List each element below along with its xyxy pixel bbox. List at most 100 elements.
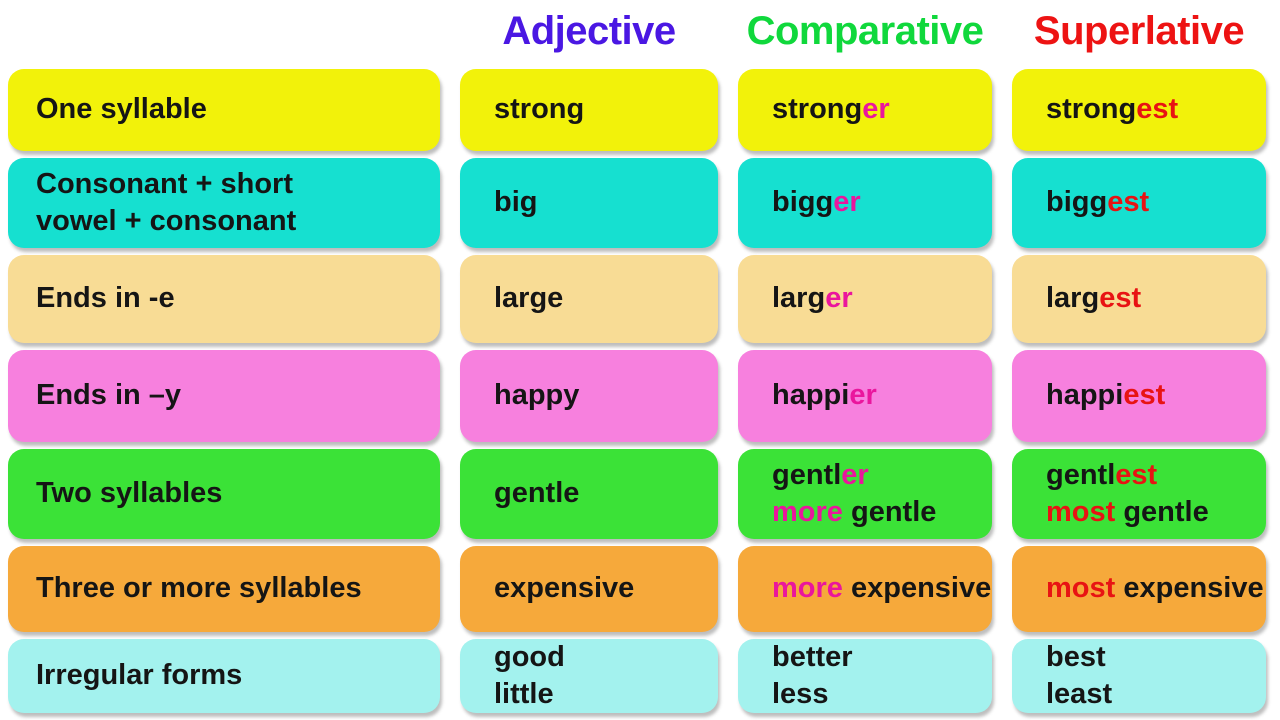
text-line: strongest [1046, 91, 1266, 128]
text-line: big [494, 184, 718, 221]
text-line: good [494, 639, 718, 676]
word-text: happy [494, 379, 580, 412]
word-text: expensive [494, 572, 635, 605]
suffix-text: er [825, 282, 853, 315]
comparative-cell: happier [738, 350, 992, 442]
text-line: expensive [494, 570, 718, 607]
category-cell: Two syllables [8, 449, 440, 539]
text-line: happiest [1046, 377, 1266, 414]
suffix-text: est [1123, 379, 1166, 412]
suffix-text: most [1046, 572, 1124, 605]
text-line: happier [772, 377, 992, 414]
text-line: best [1046, 639, 1266, 676]
superlative-cell: best least [1012, 639, 1266, 713]
adjective-cell: gentle [460, 449, 718, 539]
word-text: large [494, 282, 564, 315]
word-text: gentle [1123, 496, 1209, 528]
word-text: expensive [850, 572, 992, 605]
text-line: Two syllables [36, 477, 223, 510]
word-text: larg [772, 282, 826, 315]
superlative-cell: gentlest most gentle [1012, 449, 1266, 539]
word-text: big [494, 186, 538, 219]
word-text: strong [772, 93, 863, 126]
suffix-text: est [1115, 458, 1158, 491]
word-text: happi [772, 379, 850, 412]
adjective-cell: expensive [460, 546, 718, 632]
text-line: better [772, 639, 992, 676]
category-cell: Ends in -e [8, 255, 440, 343]
text-line: Irregular forms [36, 659, 243, 692]
comparative-cell: stronger [738, 69, 992, 151]
word-text: happi [1046, 379, 1124, 412]
text-line: biggest [1046, 184, 1266, 221]
suffix-text: more [772, 572, 851, 605]
text-line: One syllable [36, 93, 207, 126]
category-cell: Ends in –y [8, 350, 440, 442]
text-line: most expensive [1046, 570, 1266, 607]
text-line: Three or more syllables [36, 572, 362, 605]
text-line: Ends in –y [36, 379, 182, 412]
adjective-cell: big [460, 158, 718, 248]
text-line: gentler [772, 457, 992, 494]
adjective-cell: happy [460, 350, 718, 442]
comparative-cell: more expensive [738, 546, 992, 632]
word-text: gentl [1046, 458, 1116, 491]
text-line: little [494, 676, 718, 713]
word-text: bigg [1046, 186, 1108, 219]
suffix-text: est [1099, 282, 1142, 315]
category-cell: Consonant + short vowel + consonant [8, 158, 440, 248]
text-line: Ends in -e [36, 282, 175, 315]
superlative-cell: most expensive [1012, 546, 1266, 632]
text-line: least [1046, 676, 1266, 713]
suffix-text: est [1136, 93, 1179, 126]
text-line: more expensive [772, 570, 992, 607]
superlative-cell: strongest [1012, 69, 1266, 151]
text-line: less [772, 676, 992, 713]
superlative-cell: biggest [1012, 158, 1266, 248]
text-line: happy [494, 377, 718, 414]
suffix-text: er [833, 186, 861, 219]
word-text: expensive [1123, 572, 1264, 605]
comparative-cell: gentler more gentle [738, 449, 992, 539]
text-line: gentlest [1046, 457, 1266, 494]
suffix-text: more [772, 496, 851, 528]
word-text: bigg [772, 186, 834, 219]
word-text: better [772, 640, 853, 673]
category-cell: One syllable [8, 69, 440, 151]
suffix-text: er [862, 93, 890, 126]
category-cell: Irregular forms [8, 639, 440, 713]
text-line: more gentle [772, 494, 992, 531]
word-text: gentle [494, 477, 580, 510]
text-line: Consonant + short [36, 167, 293, 200]
word-text: strong [1046, 93, 1137, 126]
text-line: strong [494, 91, 718, 128]
text-line: vowel + consonant [36, 205, 297, 237]
comparative-cell: larger [738, 255, 992, 343]
word-text: little [494, 678, 554, 710]
superlative-cell: happiest [1012, 350, 1266, 442]
text-line: largest [1046, 280, 1266, 317]
word-text: strong [494, 93, 585, 126]
word-text: larg [1046, 282, 1100, 315]
word-text: gentle [850, 496, 937, 528]
column-header-adjective: Adjective [502, 8, 676, 53]
suffix-text: est [1107, 186, 1150, 219]
suffix-text: most [1046, 496, 1124, 528]
adjective-cell: good little [460, 639, 718, 713]
text-line: bigger [772, 184, 992, 221]
suffix-text: er [841, 458, 869, 491]
word-text: less [772, 678, 829, 710]
text-line: larger [772, 280, 992, 317]
text-line: stronger [772, 91, 992, 128]
word-text: good [494, 640, 565, 673]
superlative-cell: largest [1012, 255, 1266, 343]
comparative-cell: better less [738, 639, 992, 713]
word-text: best [1046, 640, 1106, 673]
column-header-superlative: Superlative [1033, 8, 1245, 53]
adjective-cell: large [460, 255, 718, 343]
adjective-cell: strong [460, 69, 718, 151]
suffix-text: er [849, 379, 877, 412]
column-header-comparative: Comparative [746, 8, 984, 53]
category-cell: Three or more syllables [8, 546, 440, 632]
